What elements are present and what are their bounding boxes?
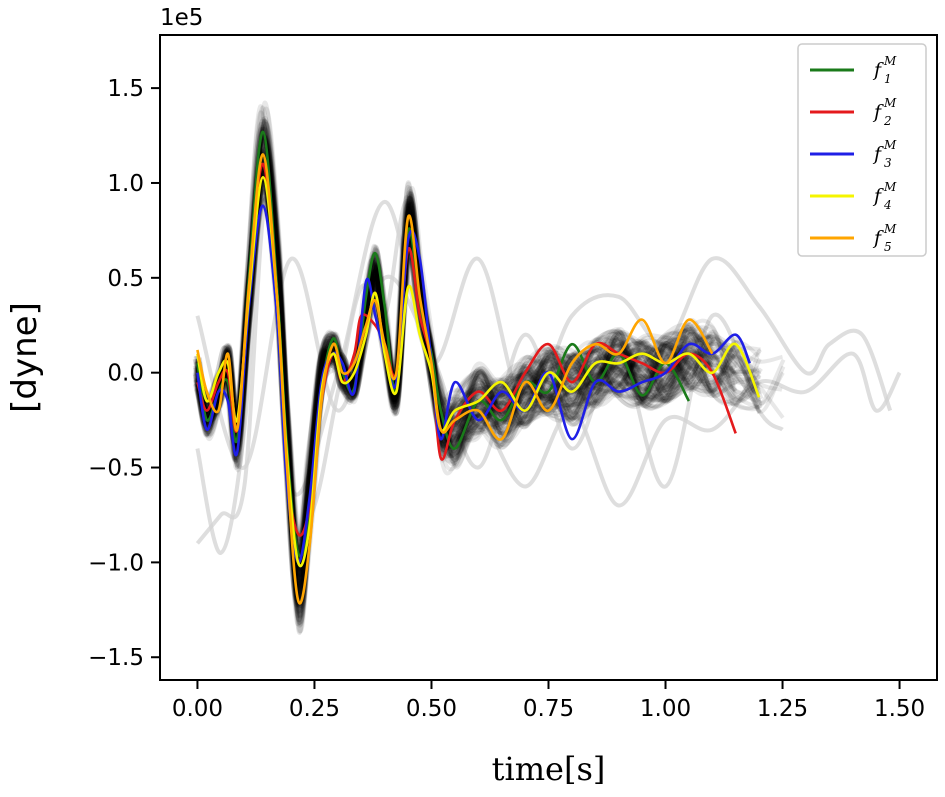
x-tick-label: 0.25: [289, 696, 340, 722]
legend-sup-f1M: M: [883, 54, 897, 68]
x-tick-label: 0.75: [523, 696, 574, 722]
series-line-f4M: [196, 175, 761, 568]
legend-label-f1M: f: [872, 59, 884, 81]
legend-label-f3M: f: [872, 143, 884, 165]
y-tick-label: −0.5: [88, 456, 144, 482]
y-tick-label: 0.5: [107, 266, 144, 292]
legend-sup-f4M: M: [883, 180, 897, 194]
legend: f 1Mf 2Mf 3Mf 4Mf 5M: [797, 43, 927, 257]
ensemble-trace: [194, 105, 737, 607]
y-axis: −1.5 −1.0 −0.5 0.0 0.5 1.0 1.5: [88, 76, 160, 671]
legend-sup-f5M: M: [883, 222, 897, 236]
y-tick-label: −1.0: [88, 550, 144, 576]
x-tick-label: 0.50: [406, 696, 457, 722]
series-line-f5M: [196, 153, 714, 605]
x-tick-label: 1.50: [874, 696, 925, 722]
ensemble-trace: [196, 136, 786, 604]
legend-sup-f3M: M: [883, 138, 897, 152]
x-axis-title: time[s]: [492, 750, 606, 788]
legend-sub-f3M: 3: [884, 156, 892, 170]
ensemble-trace: [195, 204, 691, 553]
legend-label-f4M: f: [872, 185, 884, 207]
legend-sub-f1M: 1: [884, 72, 892, 86]
y-axis-title: [dyne]: [5, 302, 45, 413]
y-tick-label: −1.5: [88, 645, 144, 671]
y-offset-label: 1e5: [160, 5, 203, 31]
legend-sup-f2M: M: [883, 96, 897, 110]
outlier-trace: [195, 142, 893, 555]
y-tick-label: 0.0: [107, 361, 144, 387]
ensemble-trace: [193, 121, 759, 592]
x-tick-label: 0.00: [172, 696, 223, 722]
legend-label-f5M: f: [872, 227, 884, 249]
y-tick-label: 1.5: [107, 76, 144, 102]
legend-sub-f2M: 2: [883, 114, 892, 128]
x-axis: 0.00 0.25 0.50 0.75 1.00 1.25 1.50: [172, 680, 925, 722]
x-tick-label: 1.25: [757, 696, 808, 722]
legend-label-f2M: f: [872, 101, 884, 123]
ensemble-trace: [197, 100, 762, 627]
legend-sub-f4M: 4: [883, 198, 892, 212]
highlight-series: [196, 130, 761, 605]
y-tick-label: 1.0: [107, 171, 144, 197]
legend-sub-f5M: 5: [884, 240, 892, 254]
ensemble-trace: [193, 127, 736, 606]
x-tick-label: 1.00: [640, 696, 691, 722]
legend-box: [797, 43, 927, 257]
